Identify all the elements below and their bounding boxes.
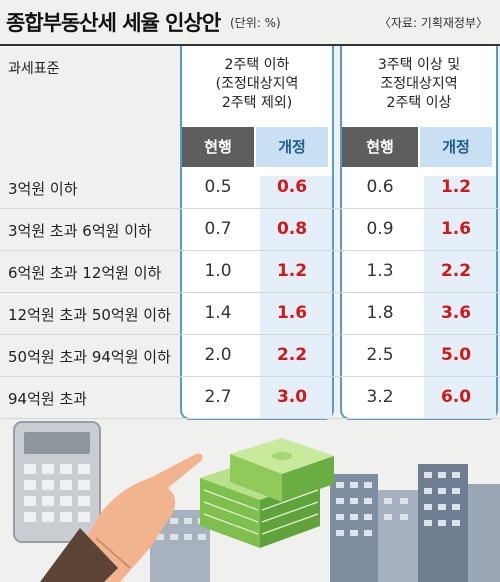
revised-rate-cell: 3.0 <box>276 387 308 407</box>
group-header-line: 3주택 이상 및 <box>377 57 461 73</box>
column-header-current: 현행 <box>182 127 254 167</box>
row-label: 12억원 초과 50억원 이하 <box>8 306 171 324</box>
revised-rate-cell: 2.2 <box>440 261 472 281</box>
row-label: 3억원 이하 <box>8 180 78 198</box>
current-rate-cell: 2.0 <box>204 345 232 365</box>
source-label: 〈자료: 기획재정부〉 <box>378 16 488 30</box>
revised-rate-cell: 0.6 <box>276 177 308 197</box>
current-rate-cell: 1.0 <box>204 261 232 281</box>
row-divider <box>0 292 500 293</box>
group-box-2: 3주택 이상 및 조정대상지역 2주택 이상 <box>340 46 498 420</box>
current-rate-cell: 1.3 <box>366 261 394 281</box>
revised-rate-cell: 1.2 <box>440 177 472 197</box>
row-divider <box>0 376 500 377</box>
current-rate-cell: 1.8 <box>366 303 394 323</box>
current-rate-cell: 2.5 <box>366 345 394 365</box>
current-rate-cell: 0.9 <box>366 219 394 239</box>
unit-label: (단위: %) <box>230 16 281 30</box>
row-divider <box>0 334 500 335</box>
revised-rate-cell: 0.8 <box>276 219 308 239</box>
illustration <box>13 421 500 582</box>
row-label: 94억원 초과 <box>8 390 88 408</box>
row-divider <box>0 208 500 209</box>
current-rate-cell: 0.6 <box>366 177 394 197</box>
row-divider <box>0 418 500 419</box>
current-rate-cell: 1.4 <box>204 303 232 323</box>
money-stack-icon <box>200 438 334 548</box>
pointing-hand-icon <box>40 453 203 582</box>
revised-rate-cell: 5.0 <box>440 345 472 365</box>
group-header-line: 2주택 이상 <box>386 95 452 111</box>
column-header-current: 현행 <box>342 127 418 167</box>
group-header-line: 조정대상지역 <box>380 76 458 92</box>
apartment-buildings-icon <box>150 464 500 582</box>
current-rate-cell: 2.7 <box>204 387 232 407</box>
current-rate-cell: 3.2 <box>366 387 394 407</box>
revised-rate-cell: 1.6 <box>276 303 308 323</box>
current-rate-cell: 0.7 <box>204 219 232 239</box>
current-rate-cell: 0.5 <box>204 177 232 197</box>
row-label: 50억원 초과 94억원 이하 <box>8 348 171 366</box>
revised-rate-cell: 2.2 <box>276 345 308 365</box>
column-header-revised: 개정 <box>256 127 328 167</box>
row-header: 과세표준 <box>8 61 60 77</box>
group-header-line: (조정대상지역 <box>215 76 299 92</box>
page-title: 종합부동산세 세율 인상안 <box>6 11 221 35</box>
column-header-revised: 개정 <box>420 127 492 167</box>
revised-column-tint <box>260 176 332 418</box>
group-header-line: 2주택 제외) <box>221 95 293 111</box>
row-label: 6억원 초과 12억원 이하 <box>8 264 162 282</box>
group-header-1: 2주택 이하 (조정대상지역 2주택 제외) <box>182 56 332 113</box>
calculator-icon <box>13 421 101 543</box>
group-box-1: 2주택 이하 (조정대상지역 2주택 제외) <box>180 46 334 420</box>
title-rule <box>0 44 500 46</box>
group-header-line: 2주택 이하 <box>224 57 290 73</box>
revised-column-tint <box>424 176 496 418</box>
revised-rate-cell: 3.6 <box>440 303 472 323</box>
title-bar: 종합부동산세 세율 인상안 (단위: %) 〈자료: 기획재정부〉 <box>0 0 500 46</box>
revised-rate-cell: 1.2 <box>276 261 308 281</box>
row-divider <box>0 250 500 251</box>
revised-rate-cell: 1.6 <box>440 219 472 239</box>
row-label: 3억원 초과 6억원 이하 <box>8 222 152 240</box>
group-header-2: 3주택 이상 및 조정대상지역 2주택 이상 <box>342 56 496 113</box>
revised-rate-cell: 6.0 <box>440 387 472 407</box>
